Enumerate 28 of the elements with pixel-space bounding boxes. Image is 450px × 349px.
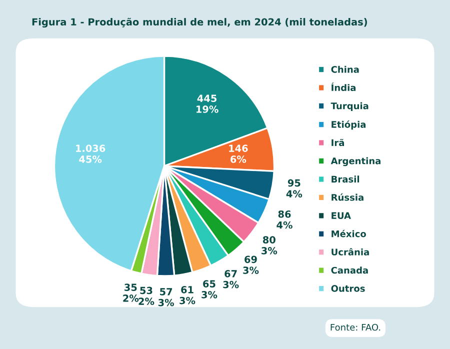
legend-label: EUA: [332, 212, 351, 220]
data-label: 95 4%: [286, 179, 302, 198]
legend-label: Turquia: [330, 102, 368, 112]
legend-label: China: [331, 66, 359, 73]
legend-label: Rússia: [332, 193, 364, 201]
data-label: 65 3%: [202, 280, 218, 298]
data-label: 1.036 45%: [76, 144, 106, 163]
data-label: 35 2%: [123, 284, 139, 302]
data-label: 67 3%: [223, 270, 239, 288]
legend-label: Outros: [331, 285, 365, 292]
data-label: 61 3%: [180, 286, 196, 304]
legend-label: México: [332, 230, 366, 238]
data-label: 86 4%: [276, 210, 292, 229]
legend-label: Índia: [332, 82, 356, 92]
legend-label: Etiópia: [332, 120, 366, 130]
legend-label: Irã: [332, 138, 344, 146]
legend-label: Brasil: [332, 176, 360, 183]
data-label: 57 3%: [158, 288, 174, 306]
data-label: 53 2%: [138, 286, 154, 306]
data-label: 80 3%: [262, 236, 278, 254]
chart-title: Figura 1 - Produção mundial de mel, em 2024 (mil toneladas): [32, 18, 367, 28]
data-label: 69 3%: [243, 256, 259, 274]
legend-label: Argentina: [330, 157, 380, 166]
legend-label: Ucrânia: [332, 248, 369, 256]
data-label: 445 19%: [196, 94, 218, 113]
source-note: Fonte: FAO.: [330, 324, 380, 331]
legend-label: Canada: [331, 266, 368, 274]
data-label: 146 6%: [229, 144, 248, 163]
